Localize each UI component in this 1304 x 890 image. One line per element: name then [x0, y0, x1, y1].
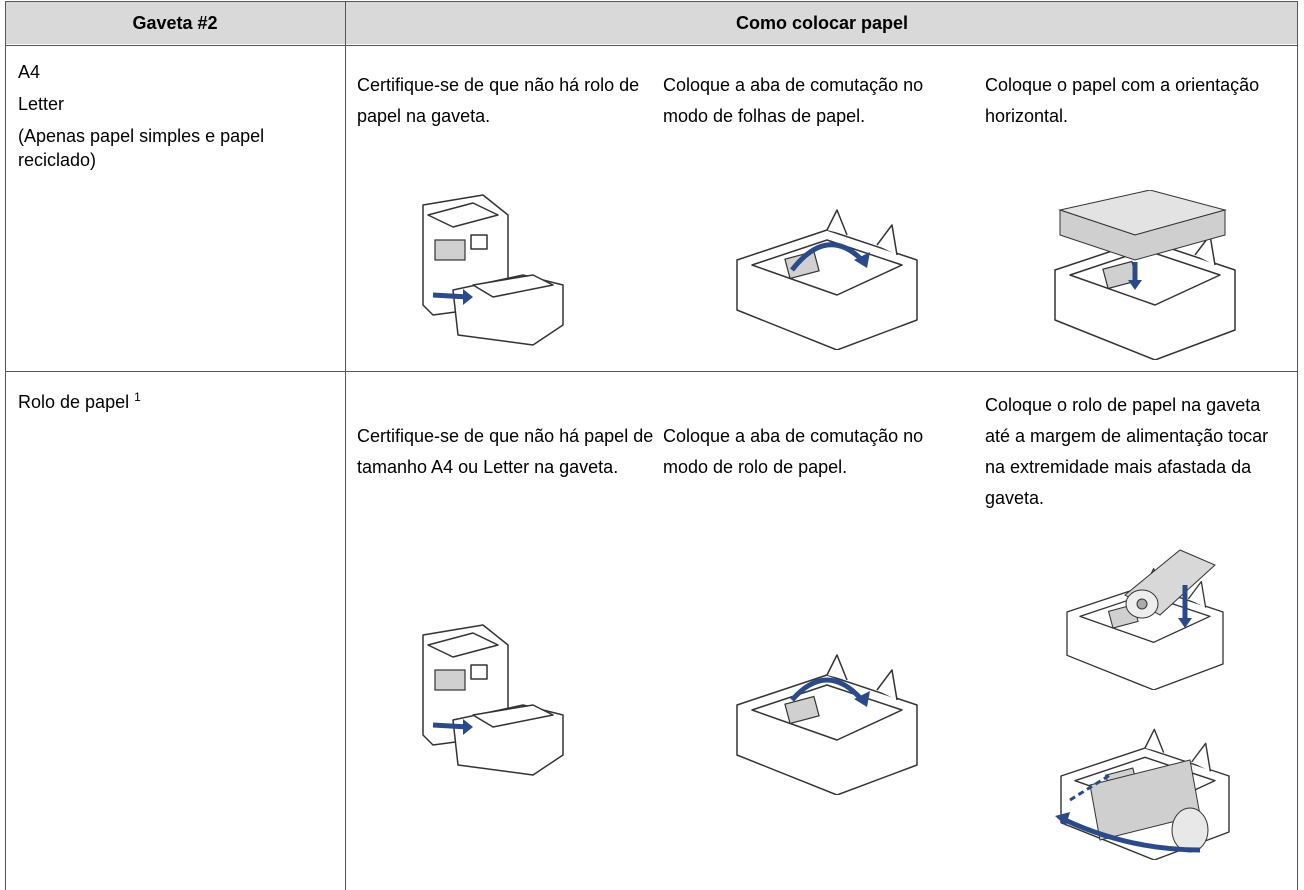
border: [5, 45, 1298, 46]
border: [5, 1, 1298, 2]
step: Coloque a aba de comutação no modo de fo…: [663, 75, 924, 126]
paper-size: Letter: [18, 94, 65, 114]
step: Coloque o rolo de papel na gaveta até a …: [985, 394, 1269, 508]
step: Certifique-se de que não há rolo de pape…: [357, 75, 640, 126]
illustration: [736, 209, 918, 350]
step-text: Coloque o papel com a orientação horizon…: [985, 56, 1285, 146]
header-cell: Gaveta #2: [5, 2, 345, 44]
paper-size: A4: [18, 62, 41, 82]
illustration: [736, 654, 918, 795]
paper-size-text: Rolo de papel: [18, 392, 130, 412]
step-text: Coloque a aba de comutação no modo de fo…: [663, 56, 963, 146]
illustration: [408, 185, 588, 355]
paper-cell: A4 Letter (Apenas papel simples e papel …: [18, 60, 298, 180]
paper-size: Rolo de papel 1: [18, 390, 298, 414]
step-text: Certifique-se de que não há rolo de pape…: [357, 56, 657, 146]
illustration: [1055, 728, 1230, 860]
paper-note: (Apenas papel simples e papel reciclado): [18, 126, 265, 170]
step-text: Coloque a aba de comutação no modo de ro…: [663, 374, 963, 529]
footnote: 1: [134, 390, 141, 404]
border: [1297, 1, 1298, 890]
border: [5, 1, 6, 890]
step: Coloque o papel com a orientação horizon…: [985, 75, 1260, 126]
step: Coloque a aba de comutação no modo de ro…: [663, 425, 924, 477]
illustration: [408, 615, 588, 785]
illustration: [1054, 190, 1236, 360]
header-cell: Como colocar papel: [346, 2, 1298, 44]
step: Certifique-se de que não há papel de tam…: [357, 425, 654, 477]
border: [5, 371, 1298, 372]
paper-cell: Rolo de papel 1: [18, 390, 298, 422]
step-text: Coloque o rolo de papel na gaveta até a …: [985, 374, 1285, 529]
step-text: Certifique-se de que não há papel de tam…: [357, 374, 657, 529]
border: [345, 1, 346, 890]
illustration: [1066, 549, 1224, 690]
